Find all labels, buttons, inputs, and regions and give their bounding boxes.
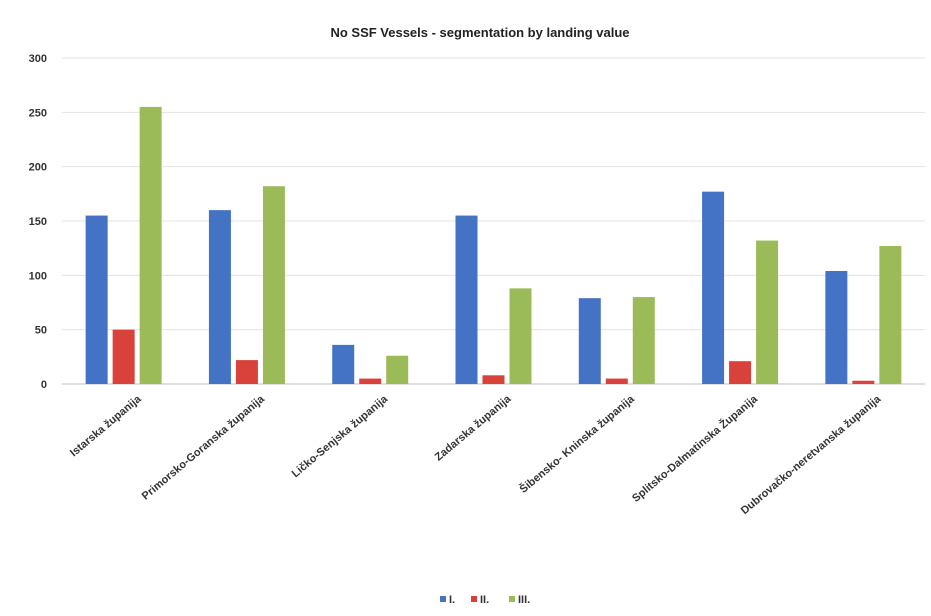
- legend-swatch: [440, 596, 446, 602]
- bar-series-3-6: [756, 240, 779, 384]
- legend: I. II. III.: [440, 594, 530, 606]
- bar-series-1-2: [208, 210, 231, 384]
- legend-swatch: [471, 596, 477, 602]
- y-tick-label: 100: [29, 270, 47, 282]
- bar-series-2-5: [605, 378, 628, 384]
- y-tick-label: 250: [29, 107, 47, 119]
- y-tick-label: 50: [35, 325, 47, 337]
- y-axis-ticks: 0 50 100 150 200 250 300: [29, 53, 47, 391]
- gridlines: [62, 57, 925, 385]
- bar-series-1-3: [332, 344, 355, 384]
- bar-series-3-4: [509, 288, 532, 384]
- bar-series-3-1: [139, 106, 162, 385]
- chart-title: No SSF Vessels - segmentation by landing…: [330, 25, 629, 40]
- y-tick-label: 150: [29, 216, 47, 228]
- bar-series-1-6: [702, 191, 725, 384]
- bar-series-3-7: [879, 245, 902, 384]
- bar-series-3-5: [632, 297, 655, 384]
- bar-series-1-4: [455, 215, 478, 384]
- bar-series-3-2: [262, 186, 285, 384]
- y-tick-label: 0: [41, 379, 47, 391]
- bar-series-2-7: [852, 380, 875, 384]
- bar-series-1-1: [85, 215, 108, 384]
- bars: [85, 106, 902, 385]
- bar-series-1-5: [578, 298, 601, 384]
- bar-series-2-2: [235, 360, 258, 384]
- legend-label: III.: [518, 594, 530, 606]
- bar-series-2-3: [359, 378, 382, 384]
- bar-series-2-1: [112, 329, 135, 384]
- bar-series-2-4: [482, 375, 505, 384]
- legend-label: II.: [480, 594, 489, 606]
- legend-swatch: [509, 596, 515, 602]
- bar-series-1-7: [825, 270, 848, 384]
- bar-series-2-6: [729, 361, 752, 384]
- y-tick-label: 300: [29, 53, 47, 65]
- legend-label: I.: [449, 594, 455, 606]
- y-tick-label: 200: [29, 162, 47, 174]
- bar-series-3-3: [386, 355, 409, 384]
